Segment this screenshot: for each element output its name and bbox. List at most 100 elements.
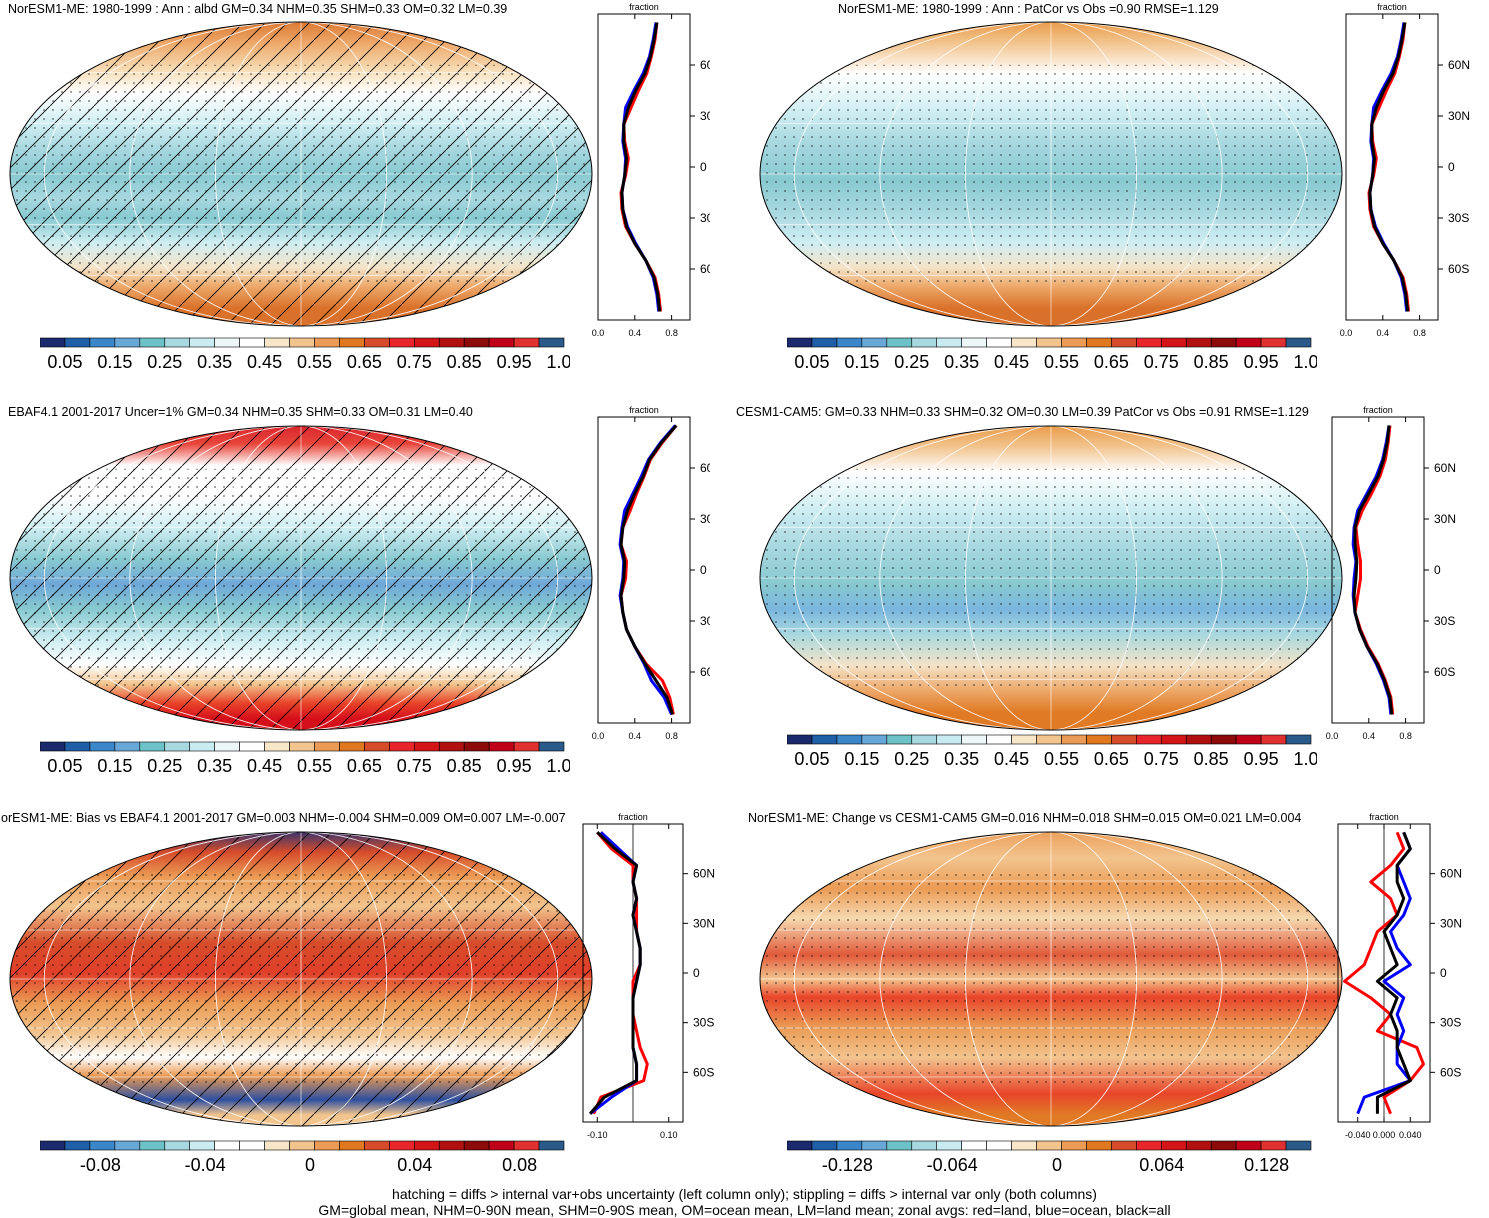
- lat-tick-label: 30S: [693, 1016, 714, 1030]
- colorbar-label: 0.15: [844, 749, 879, 769]
- colorbar-swatch: [364, 741, 390, 752]
- axis-label-fraction: fraction: [629, 2, 659, 12]
- panel-title: EBAF4.1 2001-2017 Uncer=1% GM=0.34 NHM=0…: [8, 405, 473, 419]
- colorbar-swatch: [513, 1140, 540, 1151]
- colorbar-swatch: [911, 1140, 938, 1151]
- x-tick-label: 0.040: [1399, 1130, 1422, 1140]
- colorbar-swatch: [189, 1140, 215, 1151]
- colorbar-swatch: [438, 741, 465, 752]
- colorbar-swatch: [189, 337, 215, 348]
- colorbar-swatch: [1285, 734, 1312, 745]
- lat-tick-label: 60S: [1448, 262, 1469, 276]
- x-tick-label: 0.8: [665, 731, 678, 741]
- colorbar-label: 0: [1052, 1155, 1062, 1175]
- lat-tick-label: 0: [700, 563, 707, 577]
- colorbar-swatch: [1136, 337, 1162, 348]
- lat-tick-label: 30N: [1434, 512, 1456, 526]
- colorbar-swatch: [438, 337, 465, 348]
- colorbar-swatch: [787, 734, 813, 745]
- x-tick-label: -0.10: [587, 1130, 608, 1140]
- lat-tick-label: 0: [1440, 966, 1447, 980]
- colorbar-swatch: [339, 337, 365, 348]
- colorbar-swatch: [413, 1140, 440, 1151]
- panel-title: CESM1-CAM5: GM=0.33 NHM=0.33 SHM=0.32 OM…: [736, 405, 1309, 419]
- colorbar-swatch: [40, 741, 66, 752]
- colorbar-swatch: [1235, 734, 1262, 745]
- colorbar-swatch: [64, 337, 91, 348]
- colorbar-swatch: [214, 741, 240, 752]
- colorbar-swatch: [836, 1140, 863, 1151]
- colorbar: 0.05 0.15 0.25 0.35 0.45 0.55 0.65 0.75 0.85 0.95…: [40, 337, 570, 372]
- colorbar-swatch: [787, 1140, 813, 1151]
- colorbar-swatch: [64, 741, 91, 752]
- colorbar-label: 0.85: [1194, 352, 1229, 372]
- colorbar-swatch: [1061, 734, 1087, 745]
- colorbar-swatch: [1260, 734, 1287, 745]
- colorbar-swatch: [1160, 734, 1187, 745]
- colorbar-swatch: [1260, 337, 1287, 348]
- colorbar-label: 0.45: [994, 749, 1029, 769]
- colorbar-swatch: [314, 741, 340, 752]
- colorbar-swatch: [1086, 337, 1112, 348]
- lat-tick-label: 30N: [700, 512, 710, 526]
- colorbar-swatch: [164, 1140, 191, 1151]
- colorbar-swatch: [264, 337, 290, 348]
- plot-frame: [1345, 13, 1439, 321]
- zonal-mean-plot: fraction 60N 30N 0 30S 60S 0.0 0.4 0.8: [592, 2, 710, 338]
- colorbar-swatch: [1061, 337, 1087, 348]
- colorbar-label: 0.08: [502, 1155, 537, 1175]
- colorbar: -0.08 -0.04 0 0.04 0.08: [40, 1140, 565, 1175]
- colorbar-swatch: [1086, 734, 1112, 745]
- colorbar-swatch: [1185, 734, 1212, 745]
- colorbar-swatch: [89, 1140, 116, 1151]
- colorbar-label: -0.128: [822, 1155, 873, 1175]
- x-tick-label: 0.0: [592, 328, 605, 338]
- colorbar-swatch: [40, 337, 66, 348]
- series-line-all: [1368, 22, 1410, 312]
- colorbar-swatch: [836, 337, 863, 348]
- x-tick-label: 0.4: [629, 328, 642, 338]
- colorbar-label: 0.75: [1144, 352, 1179, 372]
- colorbar-label: 0.35: [944, 749, 979, 769]
- colorbar-swatch: [836, 734, 863, 745]
- x-tick-label: 0.4: [629, 731, 642, 741]
- colorbar-label: 0.95: [497, 352, 532, 372]
- colorbar-label: 0.15: [844, 352, 879, 372]
- lat-tick-label: 0: [1448, 160, 1455, 174]
- colorbar-label: 0.35: [944, 352, 979, 372]
- colorbar-label: 0.15: [97, 352, 132, 372]
- x-tick-label: -0.040: [1345, 1130, 1371, 1140]
- colorbar-swatch: [289, 337, 315, 348]
- lat-tick-label: 60N: [1440, 867, 1462, 881]
- colorbar-label: 0.85: [447, 756, 482, 776]
- map-outline: [759, 21, 1343, 327]
- colorbar-swatch: [214, 1140, 240, 1151]
- colorbar-label: 0.85: [447, 352, 482, 372]
- axis-label-fraction: fraction: [629, 405, 659, 415]
- colorbar-swatch: [1185, 1140, 1212, 1151]
- x-tick-label: 0.8: [1413, 328, 1426, 338]
- colorbar-label: 0.65: [347, 352, 382, 372]
- colorbar-swatch: [513, 741, 540, 752]
- colorbar-swatch: [861, 337, 888, 348]
- colorbar-label: 1.05: [1293, 352, 1317, 372]
- axis-label-fraction: fraction: [1369, 812, 1399, 822]
- colorbar-swatch: [1111, 734, 1137, 745]
- colorbar-swatch: [314, 337, 340, 348]
- colorbar-swatch: [936, 337, 962, 348]
- panel-title: NorESM1-ME: Change vs CESM1-CAM5 GM=0.01…: [748, 811, 1302, 825]
- colorbar-label: 0.55: [297, 756, 332, 776]
- colorbar-label: 0.35: [197, 352, 232, 372]
- colorbar-swatch: [438, 1140, 465, 1151]
- lat-tick-label: 30S: [1448, 211, 1469, 225]
- lat-tick-label: 30N: [1448, 109, 1470, 123]
- colorbar-swatch: [861, 1140, 888, 1151]
- colorbar-label: 0.25: [147, 352, 182, 372]
- map: [9, 21, 593, 327]
- colorbar-swatch: [1285, 337, 1312, 348]
- colorbar-label: 0.75: [1144, 749, 1179, 769]
- colorbar-label: 1.05: [1293, 749, 1317, 769]
- colorbar-swatch: [289, 1140, 315, 1151]
- colorbar-label: 0.45: [247, 352, 282, 372]
- x-tick-label: 0.0: [592, 731, 605, 741]
